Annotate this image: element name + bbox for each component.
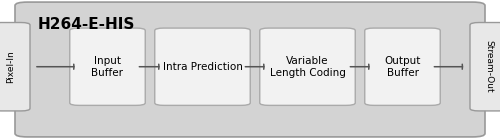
FancyBboxPatch shape [0,23,30,111]
FancyBboxPatch shape [260,28,355,105]
Text: H264-E-HIS: H264-E-HIS [38,17,135,32]
Text: Variable
Length Coding: Variable Length Coding [270,56,345,78]
FancyBboxPatch shape [470,23,500,111]
FancyBboxPatch shape [15,2,485,137]
Text: Input
Buffer: Input Buffer [92,56,124,78]
Text: Intra Prediction: Intra Prediction [162,62,242,72]
Text: Pixel-In: Pixel-In [6,50,16,83]
FancyBboxPatch shape [365,28,440,105]
Text: Output
Buffer: Output Buffer [384,56,420,78]
FancyBboxPatch shape [155,28,250,105]
FancyBboxPatch shape [70,28,145,105]
Text: Stream-Out: Stream-Out [484,40,494,93]
